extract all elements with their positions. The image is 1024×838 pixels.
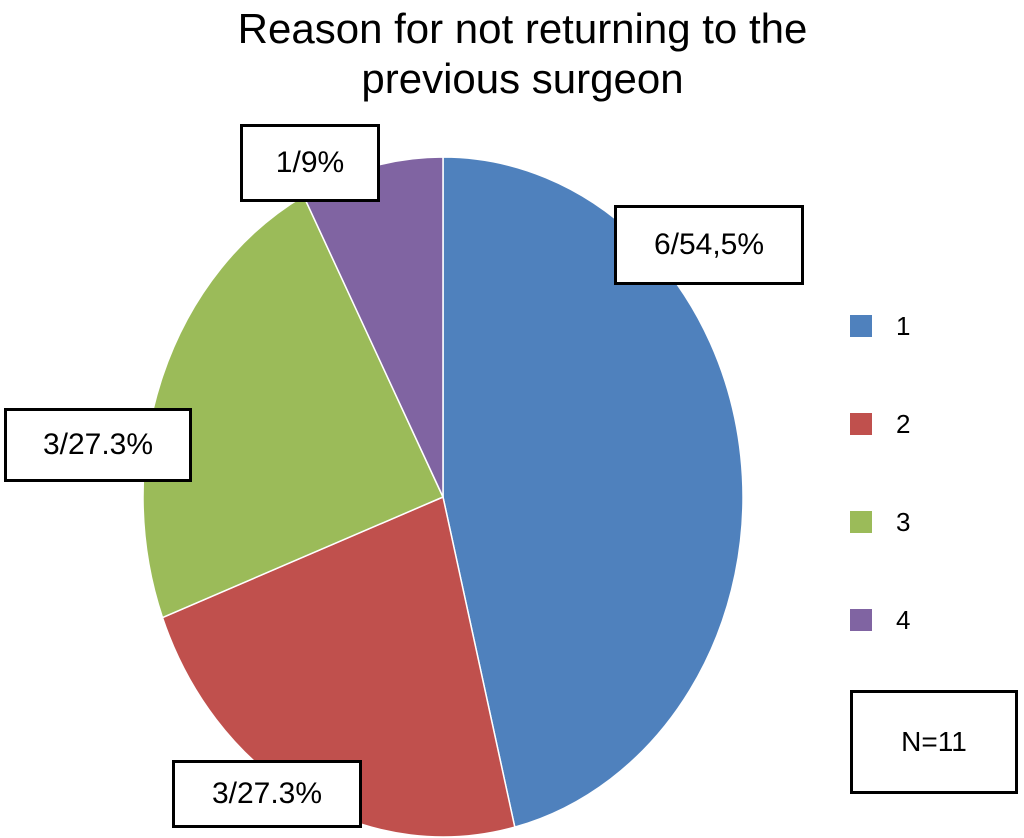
slice-label-1: 6/54,5% [614, 205, 804, 285]
pie-slices [142, 156, 744, 838]
pie-slice-3 [142, 194, 445, 619]
chart-title-line-2: previous surgeon [361, 55, 684, 102]
legend-item-2: 2 [850, 408, 910, 440]
slice-label-3: 3/27.3% [4, 408, 192, 482]
legend-label-1: 1 [896, 310, 911, 341]
slice-label-4: 1/9% [240, 124, 380, 202]
chart-title: Reason for not returning to the previous… [0, 4, 1024, 104]
slice-label-2: 3/27.3% [172, 760, 362, 828]
legend: 1 2 3 4 [850, 310, 910, 636]
legend-swatch-2 [850, 413, 872, 435]
legend-swatch-3 [850, 511, 872, 533]
legend-swatch-1 [850, 315, 872, 337]
pie-slice-1 [442, 156, 744, 829]
legend-item-3: 3 [850, 506, 910, 538]
chart-title-line-1: Reason for not returning to the [237, 5, 808, 52]
legend-item-4: 4 [850, 604, 910, 636]
sample-size-box: N=11 [850, 690, 1018, 794]
legend-label-4: 4 [896, 604, 911, 635]
legend-label-3: 3 [896, 506, 911, 537]
legend-swatch-4 [850, 609, 872, 631]
legend-label-2: 2 [896, 408, 911, 439]
legend-item-1: 1 [850, 310, 910, 342]
